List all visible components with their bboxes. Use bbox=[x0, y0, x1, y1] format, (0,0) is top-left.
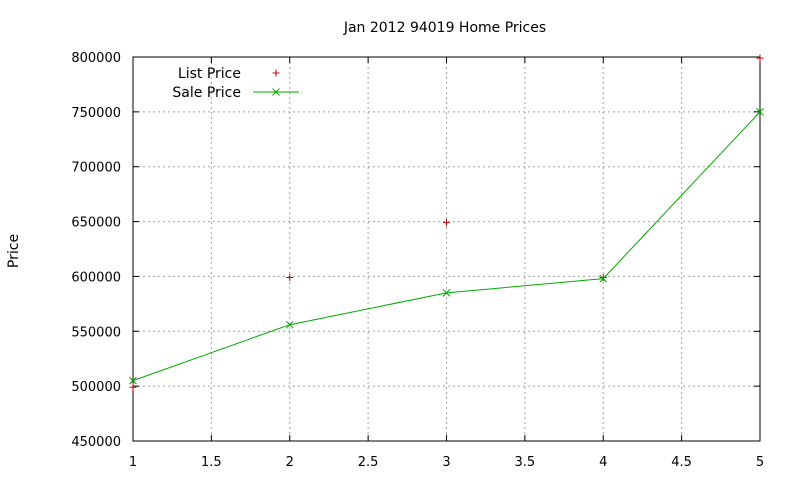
legend-marker bbox=[272, 88, 280, 96]
x-tick-label: 1 bbox=[129, 455, 137, 470]
chart-title: Jan 2012 94019 Home Prices bbox=[343, 20, 546, 36]
y-tick-label: 750000 bbox=[71, 106, 121, 121]
data-point bbox=[443, 219, 450, 227]
y-tick-label: 500000 bbox=[71, 380, 121, 395]
data-point bbox=[599, 274, 608, 283]
data-point bbox=[129, 376, 137, 385]
x-tick-label: 2.5 bbox=[358, 455, 379, 470]
data-point bbox=[442, 289, 451, 297]
legend-label: List Price bbox=[178, 66, 241, 82]
grid bbox=[133, 57, 760, 441]
y-tick-label: 700000 bbox=[71, 161, 121, 176]
axis-ticks: 1 1.5 2 2.5 3 3.5 4 4.5 5 450000 500000 550000 60000… bbox=[71, 51, 764, 470]
legend-label: Sale Price bbox=[172, 85, 241, 101]
legend-marker bbox=[272, 69, 280, 77]
series-sale-price bbox=[129, 108, 764, 385]
x-tick-label: 4.5 bbox=[671, 455, 692, 470]
y-tick-label: 550000 bbox=[71, 325, 121, 340]
y-tick-label: 650000 bbox=[71, 216, 121, 231]
legend: List Price Sale Price bbox=[172, 66, 299, 101]
data-point bbox=[129, 383, 137, 391]
data-point bbox=[756, 108, 764, 116]
x-tick-label: 4 bbox=[599, 455, 607, 470]
x-tick-label: 3.5 bbox=[515, 455, 536, 470]
data-point bbox=[756, 54, 764, 62]
data-point bbox=[599, 274, 607, 282]
x-tick-label: 5 bbox=[756, 455, 764, 470]
y-axis-label: Price bbox=[6, 234, 22, 268]
data-point bbox=[286, 274, 294, 282]
series-layer bbox=[129, 54, 764, 391]
x-tick-label: 2 bbox=[286, 455, 294, 470]
series-list-price bbox=[129, 54, 764, 391]
y-tick-label: 600000 bbox=[71, 270, 121, 285]
x-tick-label: 1.5 bbox=[201, 455, 222, 470]
y-tick-label: 450000 bbox=[71, 435, 121, 450]
y-tick-label: 800000 bbox=[71, 51, 121, 66]
x-tick-label: 3 bbox=[442, 455, 450, 470]
data-point bbox=[285, 320, 294, 329]
